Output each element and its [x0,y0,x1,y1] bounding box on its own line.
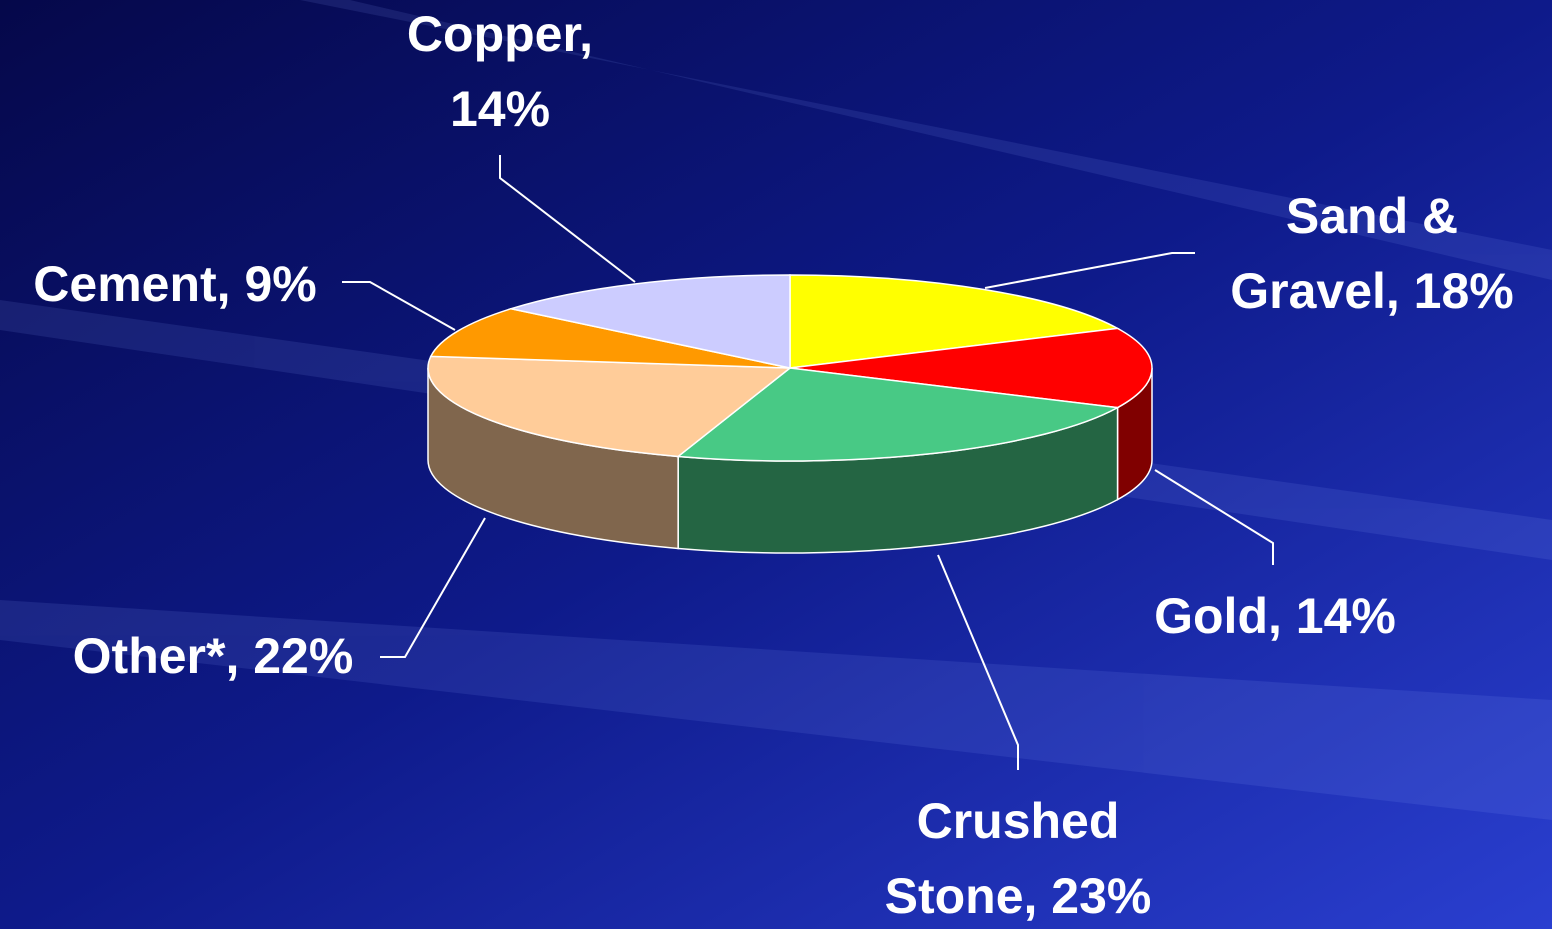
leader-line [499,155,636,283]
leader-line [342,281,456,331]
leader-line [380,517,486,658]
data-label: Stone, 23% [885,868,1152,924]
leader-line [1154,469,1274,565]
data-label: Gravel, 18% [1230,263,1514,319]
pie-slice [676,367,1120,462]
data-labels: Sand & Gravel, 18% Gold, 14% Crushed Stone, … [33,6,1513,924]
pie-slice [789,327,1153,409]
data-label: Crushed [917,793,1120,849]
data-label: Copper, [407,6,593,62]
data-label: Gold, 14% [1154,588,1396,644]
leader-line [984,252,1195,289]
pie-slice [427,355,793,458]
pie-tops [427,274,1153,462]
data-label: 14% [450,81,550,137]
pie-sides [427,367,1153,554]
data-label: Cement, 9% [33,256,316,312]
pie-slice [508,274,791,369]
leader-lines [342,155,1274,770]
data-label: Other*, 22% [73,628,354,684]
data-label: Sand & [1286,188,1458,244]
pie-slice [429,307,791,369]
pie-slice [789,274,1120,369]
leader-line [937,554,1019,770]
